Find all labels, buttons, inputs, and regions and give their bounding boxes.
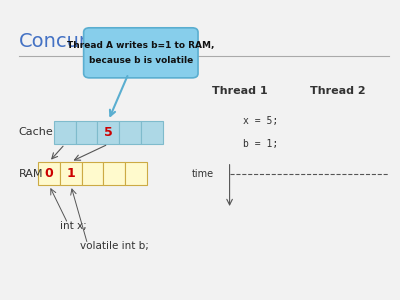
- Text: because b is volatile: because b is volatile: [89, 56, 193, 65]
- Text: Thread A writes b=1 to RAM,: Thread A writes b=1 to RAM,: [67, 41, 214, 50]
- Text: x = 5;: x = 5;: [243, 116, 279, 126]
- FancyBboxPatch shape: [76, 121, 98, 144]
- FancyBboxPatch shape: [38, 162, 60, 185]
- Text: Thread 2: Thread 2: [310, 86, 366, 96]
- Text: volatile int b;: volatile int b;: [80, 241, 148, 251]
- Text: 1: 1: [66, 167, 75, 180]
- FancyBboxPatch shape: [82, 162, 103, 185]
- FancyBboxPatch shape: [141, 121, 162, 144]
- FancyBboxPatch shape: [84, 28, 198, 78]
- Text: Cache: Cache: [18, 127, 53, 137]
- FancyBboxPatch shape: [125, 162, 147, 185]
- FancyBboxPatch shape: [119, 121, 141, 144]
- Text: int x;: int x;: [60, 221, 87, 231]
- Text: time: time: [192, 169, 214, 178]
- FancyBboxPatch shape: [54, 121, 76, 144]
- FancyBboxPatch shape: [98, 121, 119, 144]
- Text: RAM: RAM: [18, 169, 43, 178]
- Text: 0: 0: [45, 167, 54, 180]
- Text: b = 1;: b = 1;: [243, 139, 279, 149]
- Text: Concurrency: Concurrency: [18, 32, 142, 51]
- FancyBboxPatch shape: [103, 162, 125, 185]
- Text: 5: 5: [104, 126, 113, 139]
- FancyBboxPatch shape: [60, 162, 82, 185]
- Text: Thread 1: Thread 1: [212, 86, 267, 96]
